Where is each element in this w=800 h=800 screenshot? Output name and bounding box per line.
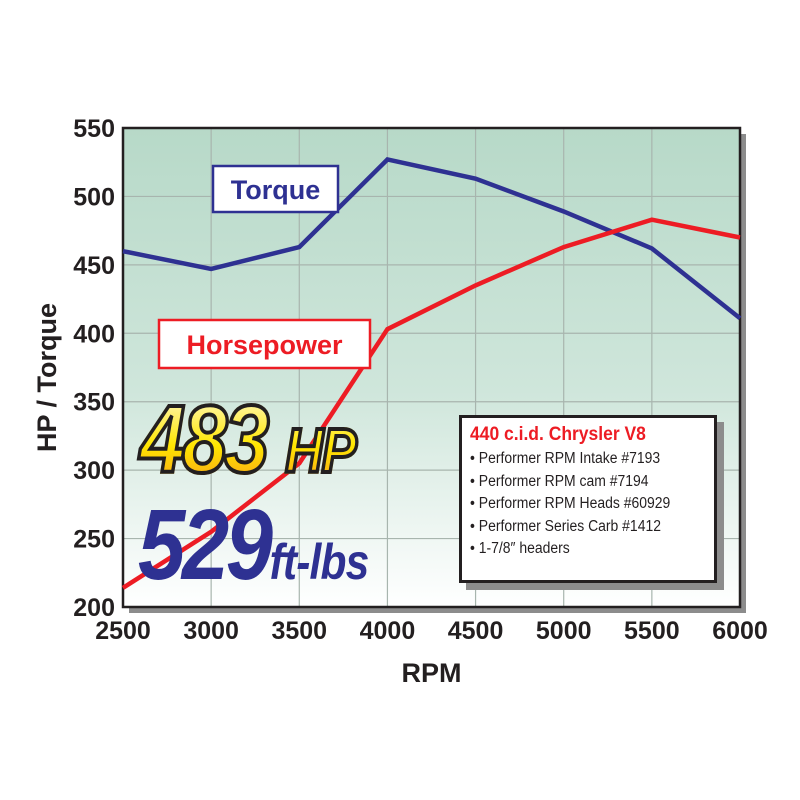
- x-tick-label: 3000: [183, 617, 239, 645]
- series-label-box: [211, 164, 340, 214]
- plot-frame: [121, 126, 742, 609]
- x-tick-label: 5500: [624, 617, 680, 645]
- series-line-horsepower: [121, 217, 741, 590]
- x-tick-label: 3500: [271, 617, 327, 645]
- hp-unit: HP: [284, 415, 359, 488]
- series-line-torque: [122, 157, 742, 320]
- series-label-box: [157, 318, 372, 370]
- y-tick-label: 300: [73, 457, 115, 485]
- y-tick-label: 350: [73, 389, 115, 417]
- spec-text: 1-7/8″ headers: [478, 540, 570, 557]
- spec-item: • Performer Series Carb #1412: [470, 517, 661, 535]
- spec-item: • Performer RPM Intake #7193: [470, 450, 661, 467]
- y-tick-label: 250: [73, 526, 115, 554]
- y-tick-label: 200: [73, 594, 115, 622]
- x-tick-label: 4000: [360, 617, 416, 645]
- spec-item: • Performer RPM cam #7194: [470, 472, 649, 490]
- spec-text: Performer RPM cam #7194: [478, 472, 649, 490]
- y-tick-label: 550: [73, 115, 115, 143]
- y-tick-label: 500: [73, 183, 115, 211]
- hp-callout: 483 HP: [138, 384, 359, 495]
- specs-title: 440 c.i.d. Chrysler V8: [470, 424, 646, 445]
- spec-item: • 1-7/8″ headers: [470, 540, 570, 557]
- spec-item: • Performer RPM Heads #60929: [470, 495, 671, 512]
- torque-callout: 529ft-lbs: [138, 488, 370, 603]
- x-tick-label: 6000: [712, 617, 768, 645]
- spec-text: Performer RPM Heads #60929: [478, 495, 671, 512]
- x-tick-label: 2500: [95, 617, 151, 645]
- y-tick-label: 450: [73, 252, 115, 280]
- specs-box: 440 c.i.d. Chrysler V8 • Performer RPM I…: [459, 415, 717, 583]
- x-axis-label: RPM: [402, 658, 462, 688]
- hp-value: 483: [138, 384, 271, 495]
- spec-text: Performer Series Carb #1412: [478, 517, 661, 535]
- torque-unit: ft-lbs: [269, 534, 370, 590]
- y-tick-label: 400: [73, 320, 115, 348]
- torque-value: 529: [138, 489, 273, 601]
- series-label-horsepower: Horsepower: [186, 330, 343, 360]
- x-tick-label: 5000: [536, 617, 592, 645]
- series-label-torque: Torque: [231, 175, 321, 205]
- spec-text: Performer RPM Intake #7193: [478, 450, 661, 467]
- x-tick-label: 4500: [448, 617, 504, 645]
- y-axis-label: HP / Torque: [32, 303, 62, 452]
